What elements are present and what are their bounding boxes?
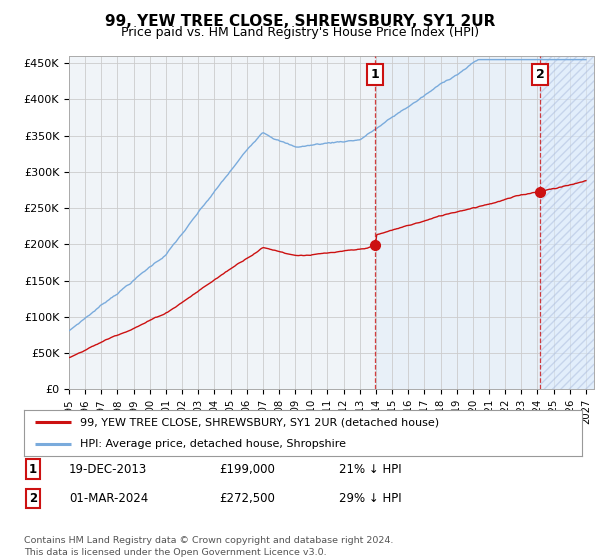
Text: 01-MAR-2024: 01-MAR-2024 bbox=[69, 492, 148, 505]
Text: 2: 2 bbox=[536, 68, 545, 81]
Bar bbox=[375, 56, 594, 389]
Text: 19-DEC-2013: 19-DEC-2013 bbox=[69, 463, 147, 476]
Text: 2: 2 bbox=[29, 492, 37, 505]
Text: 21% ↓ HPI: 21% ↓ HPI bbox=[339, 463, 401, 476]
Bar bbox=[540, 56, 594, 389]
Text: Contains HM Land Registry data © Crown copyright and database right 2024.
This d: Contains HM Land Registry data © Crown c… bbox=[24, 536, 394, 557]
Text: 1: 1 bbox=[371, 68, 380, 81]
Text: 1: 1 bbox=[29, 463, 37, 476]
Text: £272,500: £272,500 bbox=[219, 492, 275, 505]
Text: HPI: Average price, detached house, Shropshire: HPI: Average price, detached house, Shro… bbox=[80, 439, 346, 449]
Text: Price paid vs. HM Land Registry's House Price Index (HPI): Price paid vs. HM Land Registry's House … bbox=[121, 26, 479, 39]
Text: 99, YEW TREE CLOSE, SHREWSBURY, SY1 2UR: 99, YEW TREE CLOSE, SHREWSBURY, SY1 2UR bbox=[105, 14, 495, 29]
Text: 29% ↓ HPI: 29% ↓ HPI bbox=[339, 492, 401, 505]
Text: £199,000: £199,000 bbox=[219, 463, 275, 476]
Text: 99, YEW TREE CLOSE, SHREWSBURY, SY1 2UR (detached house): 99, YEW TREE CLOSE, SHREWSBURY, SY1 2UR … bbox=[80, 417, 439, 427]
